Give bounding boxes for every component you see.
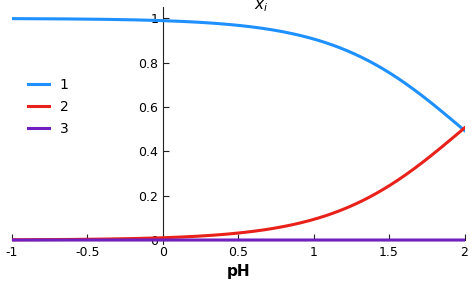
3 (182, 238, 188, 242)
Line: 2: 2 (12, 128, 465, 240)
2 (202, 234, 208, 237)
1 (462, 129, 467, 132)
2 (453, 134, 458, 137)
2 (404, 172, 410, 176)
1 (182, 20, 188, 23)
1 (202, 21, 208, 24)
3 (453, 238, 458, 242)
3 (87, 238, 93, 242)
3 (202, 238, 208, 242)
2 (61, 238, 66, 241)
1 (9, 17, 15, 20)
3 (404, 238, 410, 242)
1 (87, 17, 93, 21)
Legend: 1, 2, 3: 1, 2, 3 (28, 78, 69, 136)
3 (9, 238, 15, 242)
2 (182, 235, 188, 239)
Line: 1: 1 (12, 19, 465, 131)
1 (61, 17, 66, 21)
2 (462, 126, 467, 130)
1 (404, 83, 410, 86)
X-axis label: pH: pH (226, 264, 250, 279)
1 (453, 121, 458, 125)
3 (61, 238, 66, 242)
Y-axis label: $x_i$: $x_i$ (254, 0, 268, 15)
2 (9, 238, 15, 241)
2 (87, 237, 93, 241)
3 (462, 238, 467, 242)
